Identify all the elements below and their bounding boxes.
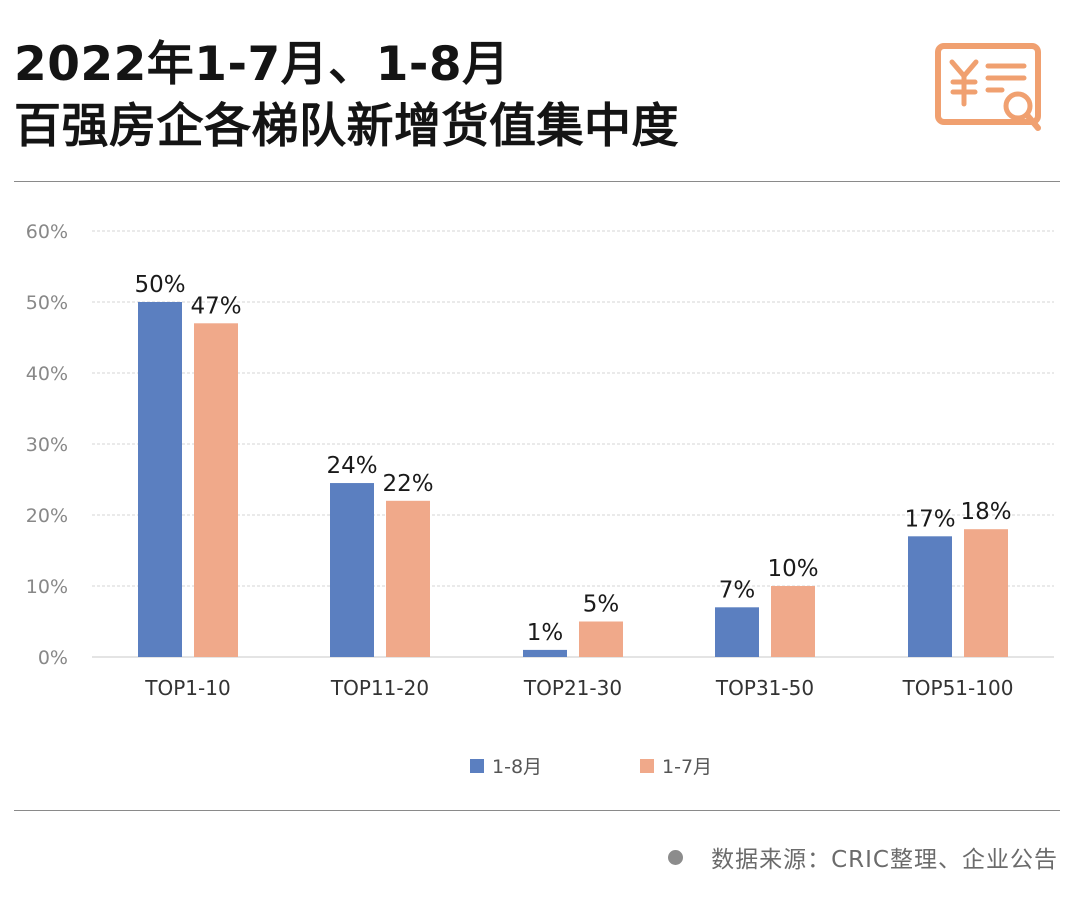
title-line-1: 2022年1-7月、1-8月 (14, 37, 510, 92)
bar (771, 586, 815, 657)
data-label: 24% (326, 453, 377, 479)
data-label: 22% (382, 471, 433, 497)
title-line-2: 百强房企各梯队新增货值集中度 (14, 99, 679, 154)
bullet-icon (668, 849, 684, 865)
data-label: 1% (527, 620, 564, 646)
bar (715, 607, 759, 657)
legend-swatch-1-8 (470, 758, 484, 773)
legend-item-1-8: 1-8月 (470, 752, 542, 779)
y-tick-label: 0% (38, 647, 68, 669)
receipt-yuan-search-icon (935, 43, 1041, 131)
data-label: 5% (583, 592, 620, 618)
chart-title: 2022年1-7月、1-8月 百强房企各梯队新增货值集中度 (14, 34, 679, 158)
data-label: 50% (134, 272, 185, 298)
bar (138, 302, 182, 657)
x-tick-label: TOP51-100 (902, 676, 1014, 700)
bar (579, 621, 623, 657)
x-tick-label: TOP1-10 (144, 676, 230, 700)
y-tick-label: 30% (26, 434, 68, 456)
y-tick-label: 60% (26, 221, 68, 243)
data-source-text: 数据来源：CRIC整理、企业公告 (711, 847, 1058, 873)
x-tick-label: TOP11-20 (330, 676, 429, 700)
data-label: 7% (719, 577, 756, 603)
header-divider (14, 181, 1060, 182)
footer-divider (14, 810, 1060, 811)
legend-swatch-1-7 (640, 758, 654, 773)
legend-label-1-7: 1-7月 (662, 756, 713, 778)
bar (386, 500, 430, 657)
y-tick-label: 50% (26, 292, 68, 314)
data-label: 47% (190, 293, 241, 319)
bar (523, 649, 567, 657)
chart-legend: 1-8月 1-7月 (0, 752, 1080, 780)
data-label: 17% (904, 506, 955, 532)
y-tick-label: 20% (26, 505, 68, 527)
bar (330, 483, 374, 657)
legend-item-1-7: 1-7月 (640, 752, 712, 779)
data-source: 数据来源：CRIC整理、企业公告 (668, 840, 1058, 874)
bar (194, 323, 238, 657)
bar (964, 529, 1008, 657)
bar (908, 536, 952, 657)
y-tick-label: 40% (26, 363, 68, 385)
bar-chart: 0%10%20%30%40%50%60%50%47%TOP1-1024%22%T… (26, 221, 1054, 700)
legend-label-1-8: 1-8月 (492, 756, 543, 778)
y-tick-label: 10% (26, 576, 68, 598)
data-label: 10% (767, 556, 818, 582)
data-label: 18% (960, 499, 1011, 525)
x-tick-label: TOP31-50 (715, 676, 814, 700)
x-tick-label: TOP21-30 (523, 676, 622, 700)
